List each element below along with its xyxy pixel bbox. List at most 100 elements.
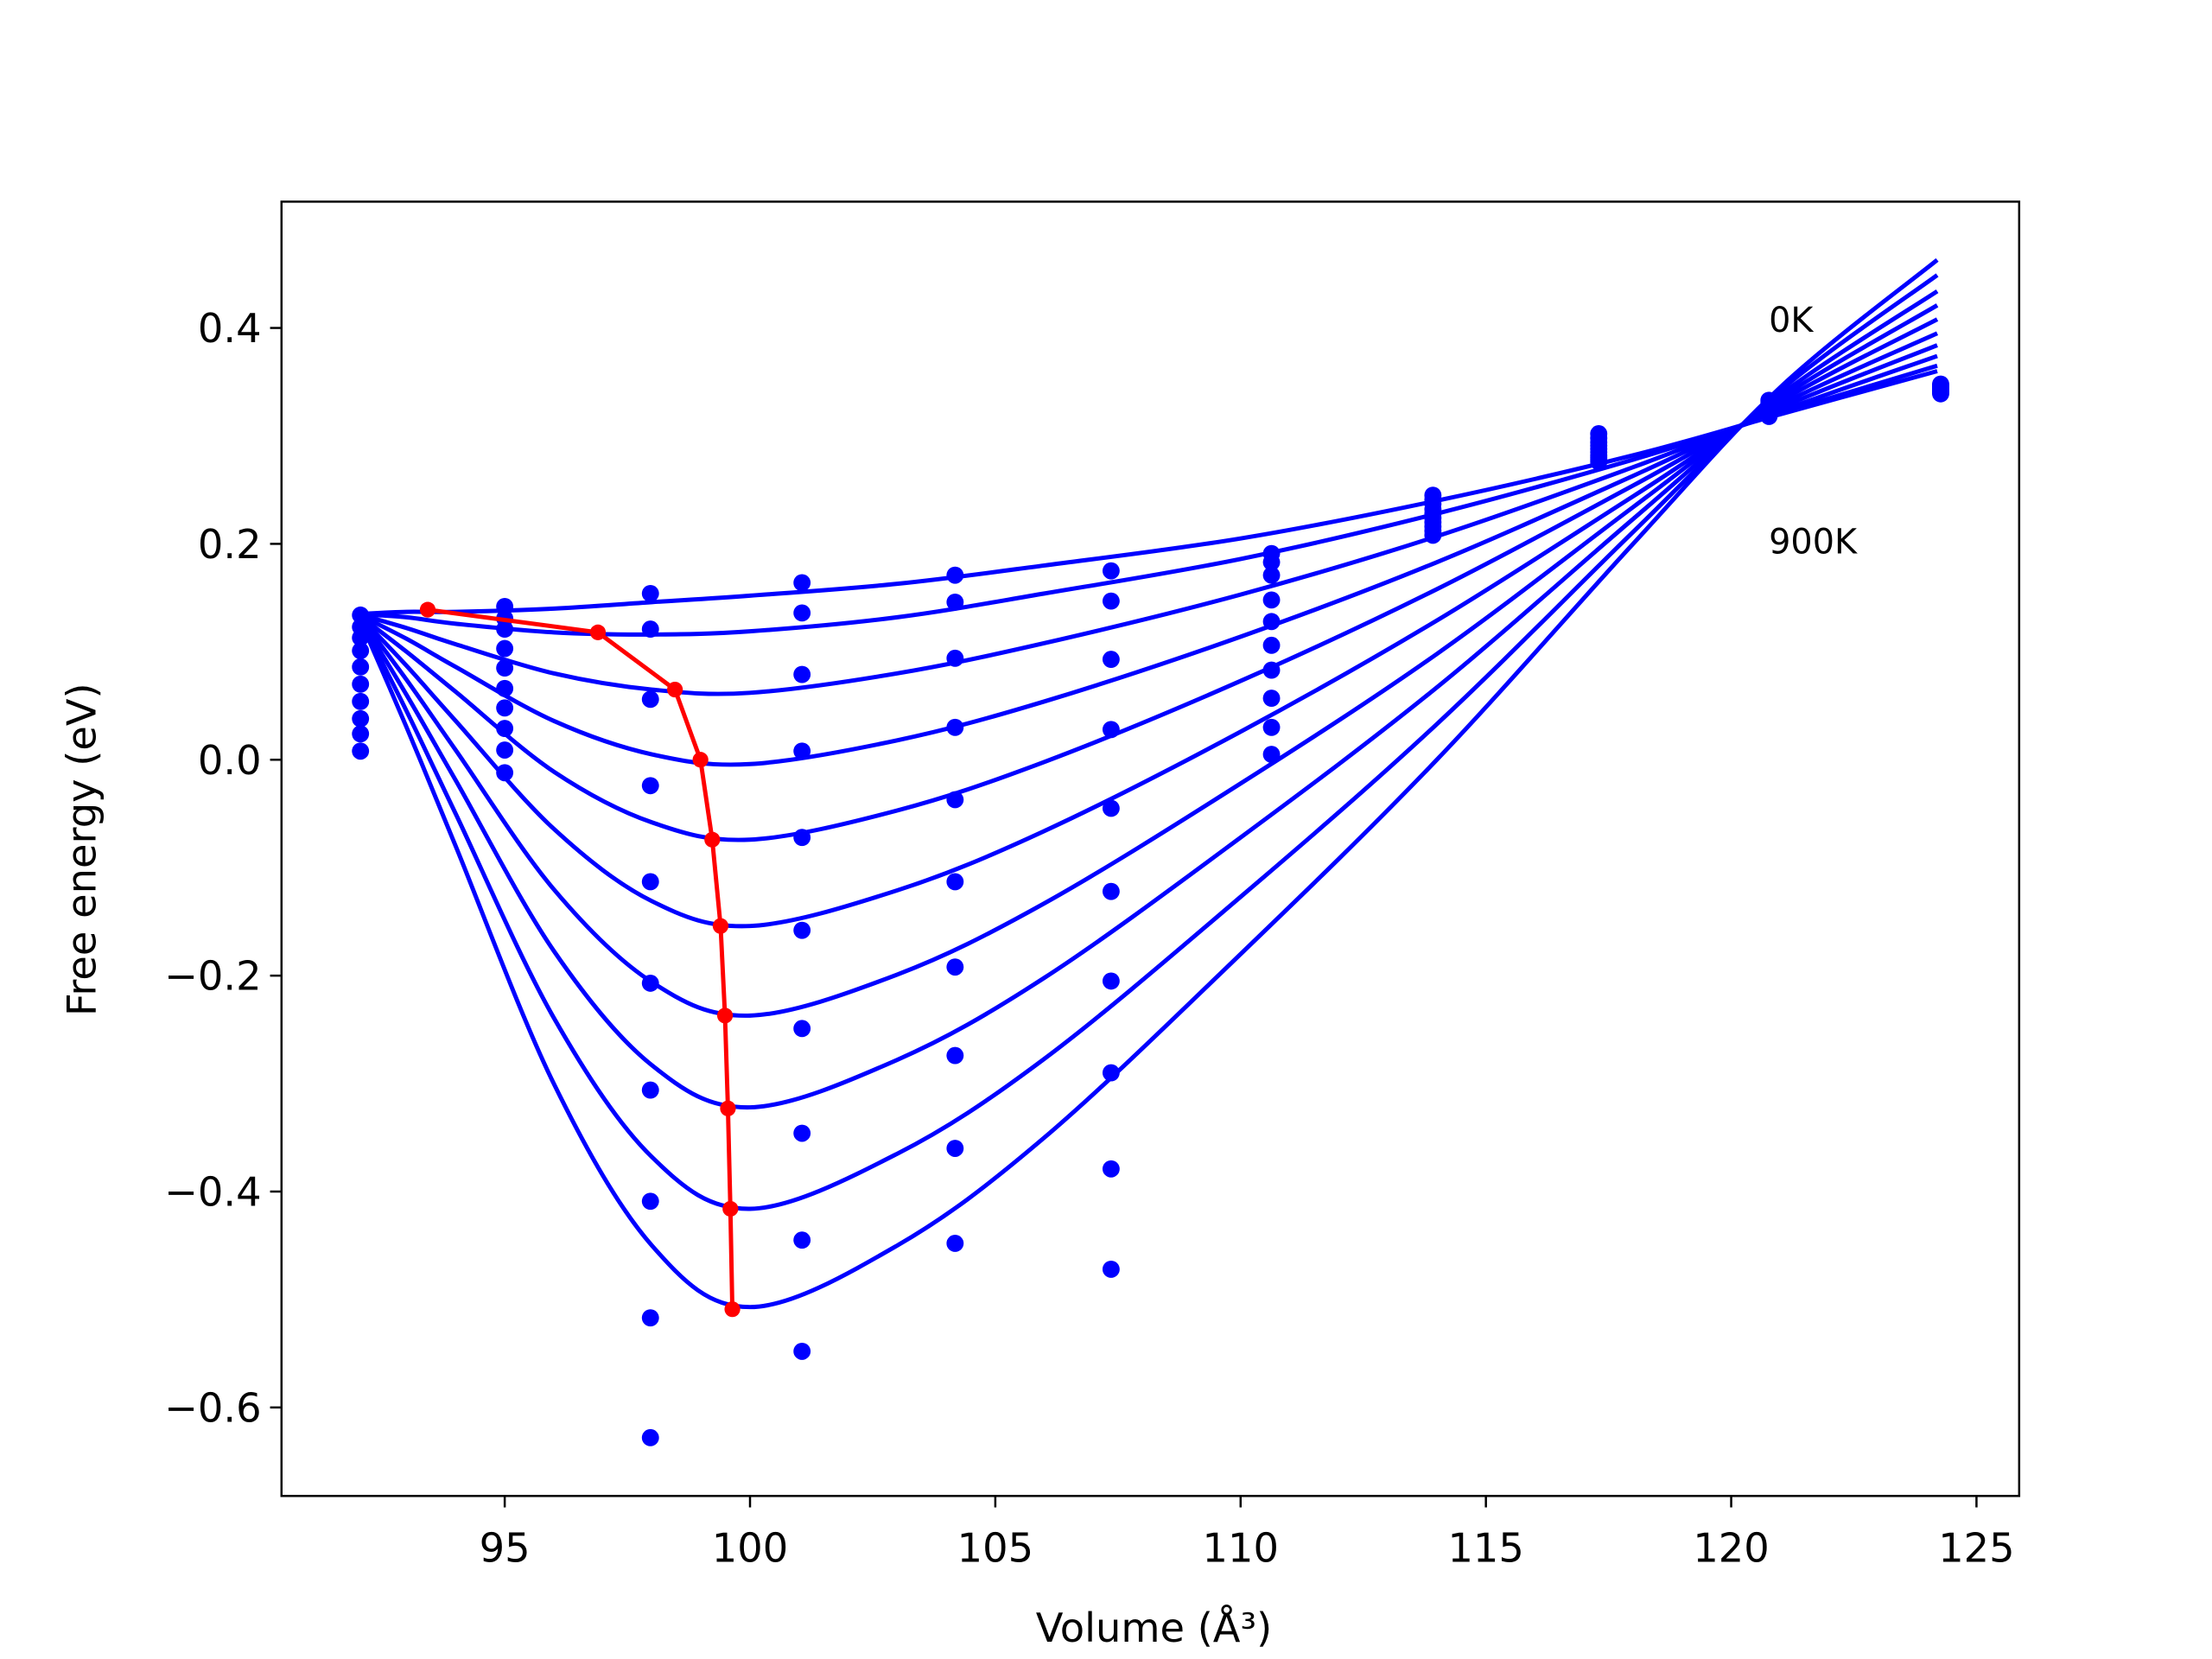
minimum-point	[692, 752, 709, 768]
data-point	[793, 604, 811, 622]
data-point	[1102, 651, 1120, 669]
annotation: 0K	[1769, 301, 1814, 340]
data-point	[496, 764, 514, 782]
y-tick-label: −0.4	[164, 1169, 262, 1216]
data-point	[946, 593, 964, 611]
y-tick-label: 0.0	[198, 737, 262, 784]
x-tick-label: 105	[957, 1524, 1033, 1571]
data-point	[946, 1140, 964, 1157]
minimum-point	[716, 1007, 734, 1024]
data-point	[946, 1235, 964, 1252]
y-axis-label: Free energy (eV)	[59, 683, 105, 1016]
data-point	[1262, 566, 1281, 584]
minimum-point	[704, 831, 721, 848]
minimum-point	[419, 601, 436, 618]
data-point	[1424, 526, 1442, 544]
fit-curve	[356, 331, 1939, 842]
data-point	[1102, 1261, 1120, 1278]
fit-curve	[355, 289, 1939, 1110]
data-point	[496, 679, 514, 697]
fit-curve	[355, 303, 1939, 1018]
data-point	[1932, 385, 1949, 403]
data-point	[1262, 613, 1281, 631]
minimum-point	[724, 1301, 741, 1318]
data-point	[793, 665, 811, 683]
data-point	[352, 606, 370, 624]
fit-curve	[355, 257, 1939, 1310]
data-point	[352, 725, 370, 743]
data-point	[641, 690, 659, 709]
data-point	[641, 1192, 659, 1211]
minimum-point	[667, 681, 683, 698]
data-point	[1590, 453, 1608, 471]
data-point	[793, 1342, 811, 1360]
data-point	[641, 777, 659, 795]
data-point	[1102, 592, 1120, 610]
data-point	[496, 699, 514, 717]
y-tick-label: 0.4	[198, 305, 262, 352]
data-point	[1262, 636, 1281, 654]
data-point	[641, 620, 659, 639]
fit-curve	[355, 273, 1939, 1211]
data-point	[1102, 1160, 1120, 1178]
minimum-point	[712, 918, 729, 934]
data-point	[1262, 661, 1281, 679]
data-point	[1262, 746, 1281, 763]
data-point	[1102, 972, 1120, 990]
data-point	[946, 791, 964, 809]
data-point	[793, 742, 811, 760]
x-tick-label: 125	[1938, 1524, 2014, 1571]
data-point	[793, 1020, 811, 1038]
data-point	[1102, 1064, 1120, 1082]
data-point	[352, 642, 370, 660]
data-point	[946, 873, 964, 891]
minimum-point	[589, 624, 607, 640]
x-tick-label: 110	[1203, 1524, 1279, 1571]
x-tick-label: 95	[480, 1524, 531, 1571]
data-point	[352, 692, 370, 710]
x-axis-label: Volume (Å³)	[1036, 1605, 1272, 1651]
data-point	[352, 675, 370, 693]
y-tick-label: −0.6	[164, 1384, 262, 1431]
data-point	[946, 649, 964, 667]
data-point	[946, 566, 964, 584]
minimum-point	[720, 1100, 736, 1116]
data-point	[641, 1081, 659, 1099]
data-point	[1262, 553, 1281, 571]
data-point	[641, 1428, 659, 1446]
data-point	[641, 1309, 659, 1327]
data-point	[1262, 718, 1281, 736]
data-point	[352, 742, 370, 760]
data-point	[946, 1046, 964, 1065]
minimum-line	[427, 607, 735, 1310]
fit-curve	[357, 369, 1938, 617]
data-point	[352, 709, 370, 728]
fit-curve	[357, 353, 1938, 696]
data-point	[793, 574, 811, 592]
fit-curve	[356, 343, 1938, 767]
data-point	[641, 873, 659, 891]
data-point	[1102, 882, 1120, 900]
data-point	[496, 639, 514, 658]
annotation: 900K	[1769, 523, 1858, 563]
data-point	[352, 629, 370, 647]
data-point	[1760, 408, 1778, 425]
data-point	[496, 659, 514, 677]
data-point	[496, 620, 514, 639]
data-point	[1102, 562, 1120, 580]
minimum-point	[722, 1200, 739, 1217]
data-point	[352, 658, 370, 676]
data-point	[641, 974, 659, 992]
data-point	[1262, 690, 1281, 707]
data-point	[1262, 591, 1281, 609]
data-point	[1102, 721, 1120, 739]
data-point	[793, 921, 811, 939]
x-tick-label: 120	[1693, 1524, 1769, 1571]
y-tick-label: 0.2	[198, 521, 262, 568]
data-point	[1102, 799, 1120, 817]
data-point	[946, 718, 964, 736]
x-tick-label: 115	[1447, 1524, 1523, 1571]
data-point	[793, 829, 811, 847]
data-point	[496, 720, 514, 737]
